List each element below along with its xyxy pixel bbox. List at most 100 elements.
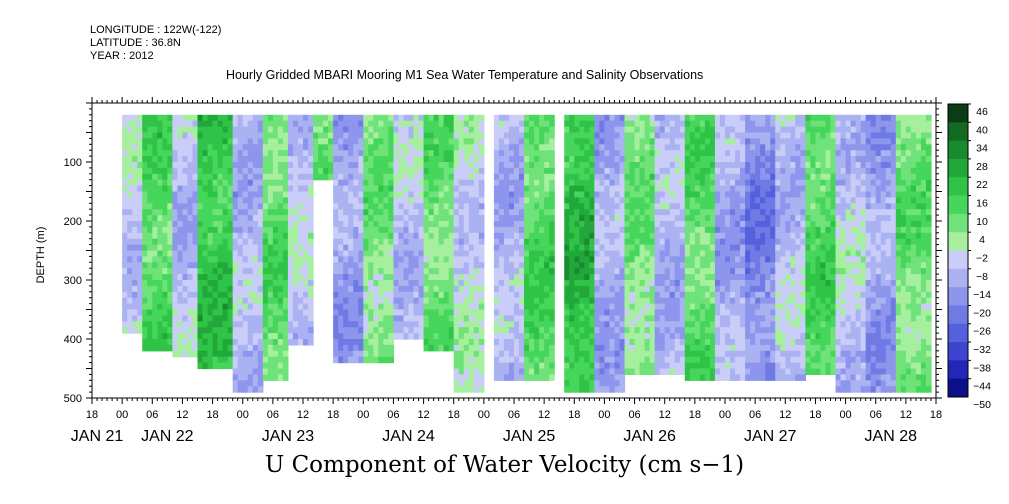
heatmap-cell	[207, 173, 214, 181]
heatmap-cell	[127, 144, 133, 151]
heatmap-cell	[262, 144, 269, 151]
heatmap-cell	[448, 321, 455, 328]
heatmap-cell	[398, 309, 405, 316]
heatmap-cell	[719, 232, 726, 240]
heatmap-cell	[689, 339, 696, 346]
heatmap-cell	[308, 262, 314, 269]
heatmap-cell	[524, 144, 530, 151]
heatmap-cell	[177, 238, 184, 246]
heatmap-cell	[468, 215, 475, 222]
heatmap-cell	[338, 303, 344, 311]
heatmap-cell	[448, 185, 455, 193]
heatmap-cell	[287, 303, 294, 311]
heatmap-cell	[714, 126, 721, 134]
heatmap-cell	[614, 185, 621, 193]
heatmap-cell	[534, 173, 540, 181]
heatmap-cell	[659, 215, 666, 222]
heatmap-cell	[649, 368, 656, 375]
heatmap-cell	[242, 256, 249, 263]
heatmap-cell	[197, 173, 204, 181]
heatmap-cell	[418, 126, 425, 134]
heatmap-cell	[202, 221, 209, 228]
heatmap-cell	[689, 368, 696, 375]
heatmap-cell	[207, 268, 214, 275]
heatmap-cell	[539, 215, 545, 222]
heatmap-cell	[247, 274, 254, 281]
heatmap-cell	[498, 297, 505, 305]
heatmap-cell	[644, 350, 651, 358]
heatmap-cell	[318, 150, 324, 157]
heatmap-cell	[694, 197, 701, 204]
heatmap-cell	[453, 126, 460, 134]
heatmap-cell	[378, 356, 384, 364]
heatmap-cell	[343, 344, 349, 352]
heatmap-cell	[438, 339, 445, 346]
heatmap-cell	[152, 291, 158, 299]
heatmap-cell	[152, 120, 158, 128]
heatmap-cell	[619, 114, 626, 122]
heatmap-cell	[524, 173, 530, 181]
heatmap-cell	[438, 120, 445, 128]
heatmap-cell	[172, 268, 178, 275]
heatmap-cell	[303, 274, 309, 281]
heatmap-cell	[308, 303, 314, 311]
heatmap-cell	[604, 315, 611, 322]
heatmap-cell	[564, 303, 570, 311]
heatmap-cell	[529, 238, 535, 246]
heatmap-cell	[247, 232, 254, 240]
heatmap-cell	[599, 285, 606, 293]
heatmap-cell	[378, 268, 384, 275]
heatmap-cell	[373, 132, 379, 139]
heatmap-cell	[368, 232, 374, 240]
heatmap-cell	[730, 333, 736, 340]
heatmap-cell	[242, 232, 249, 240]
heatmap-cell	[408, 256, 415, 263]
heatmap-cell	[689, 173, 696, 181]
heatmap-cell	[358, 250, 364, 257]
heatmap-cell	[599, 150, 606, 157]
heatmap-cell	[368, 256, 374, 263]
heatmap-cell	[122, 179, 128, 187]
heatmap-cell	[529, 309, 535, 316]
heatmap-cell	[684, 262, 691, 269]
heatmap-cell	[333, 144, 339, 151]
heatmap-cell	[202, 156, 209, 163]
heatmap-cell	[282, 362, 289, 370]
heatmap-cell	[212, 315, 219, 322]
heatmap-cell	[363, 285, 369, 293]
heatmap-cell	[649, 226, 656, 234]
heatmap-cell	[514, 297, 520, 305]
heatmap-cell	[297, 156, 304, 163]
heatmap-cell	[202, 197, 209, 204]
heatmap-cell	[187, 132, 194, 139]
heatmap-cell	[549, 185, 555, 193]
heatmap-cell	[694, 356, 701, 364]
heatmap-cell	[725, 285, 731, 293]
heatmap-cell	[217, 126, 224, 134]
heatmap-cell	[267, 256, 274, 263]
heatmap-cell	[333, 333, 339, 340]
heatmap-cell	[664, 191, 671, 198]
heatmap-cell	[478, 191, 485, 198]
heatmap-cell	[202, 309, 209, 316]
heatmap-cell	[564, 274, 570, 281]
heatmap-cell	[272, 238, 279, 246]
heatmap-cell	[639, 221, 646, 228]
heatmap-cell	[202, 280, 209, 287]
heatmap-cell	[669, 350, 676, 358]
heatmap-cell	[614, 297, 621, 305]
heatmap-cell	[569, 114, 575, 122]
heatmap-cell	[709, 309, 716, 316]
heatmap-cell	[272, 250, 279, 257]
heatmap-cell	[333, 185, 339, 193]
heatmap-cell	[584, 344, 590, 352]
heatmap-cell	[649, 339, 656, 346]
heatmap-cell	[348, 256, 354, 263]
heatmap-cell	[393, 315, 400, 322]
heatmap-cell	[353, 274, 359, 281]
heatmap-cell	[584, 156, 590, 163]
heatmap-cell	[604, 132, 611, 139]
heatmap-cell	[378, 167, 384, 175]
heatmap-cell	[162, 114, 168, 122]
heatmap-cell	[182, 309, 189, 316]
